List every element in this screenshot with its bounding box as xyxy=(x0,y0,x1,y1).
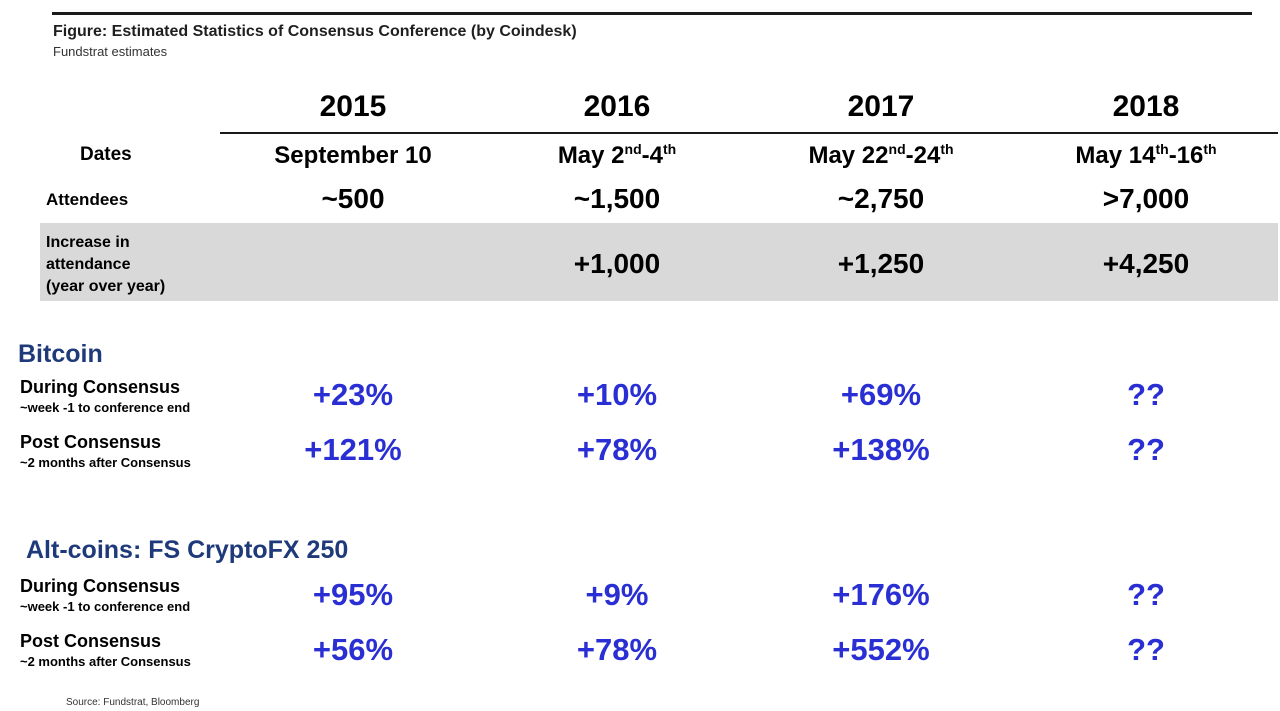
increase-2018: +4,250 xyxy=(1102,248,1190,279)
bitcoin-during-label: During Consensus xyxy=(20,377,181,397)
attendees-2015: ~500 xyxy=(321,183,385,214)
altcoins-during-2018: ?? xyxy=(1127,577,1165,612)
altcoins-post-2015: +56% xyxy=(312,632,394,667)
bitcoin-post-label: Post Consensus xyxy=(20,432,162,452)
dates-label: Dates xyxy=(80,144,132,165)
attendees-2016: ~1,500 xyxy=(573,183,661,214)
altcoins-during-2016: +9% xyxy=(585,577,649,612)
increase-2016: +1,000 xyxy=(573,248,661,279)
bitcoin-during-sublabel: ~week -1 to conference end xyxy=(20,400,191,415)
increase-2017: +1,250 xyxy=(837,248,925,279)
altcoins-section-title: Alt-coins: FS CryptoFX 250 xyxy=(26,536,349,564)
figure-title: Figure: Estimated Statistics of Consensu… xyxy=(53,23,577,40)
increase-label: Increase in attendance (year over year) xyxy=(46,234,166,295)
figure-subtitle: Fundstrat estimates xyxy=(53,44,168,59)
date-2016: May 2nd-4th xyxy=(557,141,677,169)
altcoins-during-sublabel: ~week -1 to conference end xyxy=(20,599,191,614)
altcoins-post-2017: +552% xyxy=(832,632,930,667)
bitcoin-during-2016: +10% xyxy=(576,377,658,412)
year-header-2017: 2017 xyxy=(847,90,915,123)
bitcoin-post-2016: +78% xyxy=(576,432,658,467)
altcoins-during-2015: +95% xyxy=(312,577,394,612)
date-2015: September 10 xyxy=(274,142,432,169)
altcoins-post-2016: +78% xyxy=(576,632,658,667)
year-header-2015: 2015 xyxy=(319,90,387,123)
year-header-2018: 2018 xyxy=(1112,90,1180,123)
altcoins-during-label: During Consensus xyxy=(20,576,181,596)
source-note: Source: Fundstrat, Bloomberg xyxy=(66,697,200,708)
altcoins-post-2018: ?? xyxy=(1127,632,1165,667)
bitcoin-post-sublabel: ~2 months after Consensus xyxy=(20,455,191,470)
attendees-2018: >7,000 xyxy=(1102,183,1190,214)
increase-row-band xyxy=(40,223,1278,301)
altcoins-post-sublabel: ~2 months after Consensus xyxy=(20,654,191,669)
year-header-2016: 2016 xyxy=(583,90,651,123)
top-rule xyxy=(52,12,1252,15)
bitcoin-during-2017: +69% xyxy=(840,377,922,412)
bitcoin-section-title: Bitcoin xyxy=(18,340,103,368)
bitcoin-during-2015: +23% xyxy=(312,377,394,412)
date-2018: May 14th-16th xyxy=(1075,141,1217,169)
attendees-label: Attendees xyxy=(46,190,129,209)
altcoins-post-label: Post Consensus xyxy=(20,631,162,651)
year-header-rule xyxy=(220,132,1278,134)
attendees-2017: ~2,750 xyxy=(837,183,925,214)
altcoins-during-2017: +176% xyxy=(832,577,930,612)
bitcoin-post-2018: ?? xyxy=(1127,432,1165,467)
date-2017: May 22nd-24th xyxy=(808,141,954,169)
bitcoin-post-2017: +138% xyxy=(832,432,930,467)
bitcoin-during-2018: ?? xyxy=(1127,377,1165,412)
bitcoin-post-2015: +121% xyxy=(304,432,402,467)
